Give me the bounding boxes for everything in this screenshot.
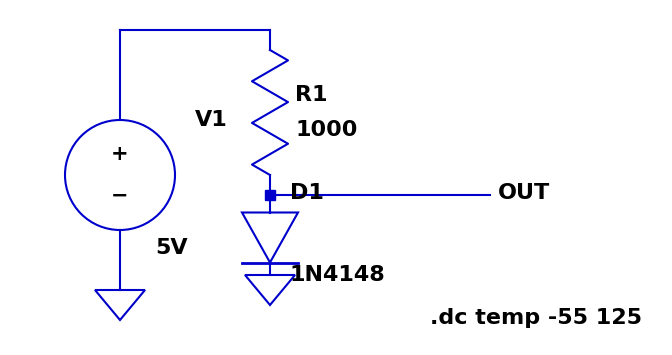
- Text: +: +: [111, 144, 129, 164]
- Text: 5V: 5V: [155, 238, 187, 258]
- Text: .dc temp -55 125: .dc temp -55 125: [430, 308, 642, 328]
- Text: −: −: [112, 186, 129, 206]
- Text: 1N4148: 1N4148: [290, 265, 386, 285]
- Text: V1: V1: [195, 110, 228, 130]
- Text: R1: R1: [295, 85, 327, 105]
- Text: 1000: 1000: [295, 120, 358, 140]
- Text: D1: D1: [290, 183, 324, 203]
- Text: OUT: OUT: [498, 183, 550, 203]
